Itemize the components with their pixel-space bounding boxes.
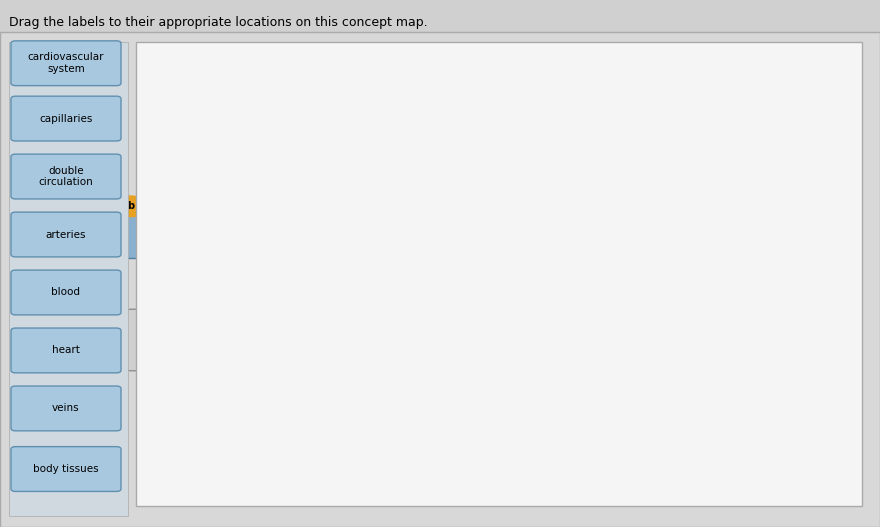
FancyBboxPatch shape — [732, 464, 797, 488]
Text: blood: blood — [52, 288, 80, 297]
Text: functions to: functions to — [172, 281, 235, 291]
Text: blood
vessels: blood vessels — [351, 223, 398, 245]
Text: Drag the labels to their appropriate locations on this concept map.: Drag the labels to their appropriate loc… — [9, 16, 428, 29]
Text: returns via: returns via — [493, 328, 549, 338]
FancyBboxPatch shape — [630, 259, 761, 313]
Text: a: a — [277, 117, 284, 127]
Text: c: c — [481, 201, 488, 211]
Text: Circulatory system: Circulatory system — [329, 63, 476, 77]
Text: ? help: ? help — [752, 472, 779, 481]
Text: to: to — [524, 246, 534, 256]
FancyBboxPatch shape — [354, 403, 468, 450]
Text: b: b — [127, 201, 134, 211]
Text: capillaries: capillaries — [40, 114, 92, 123]
Text: heart: heart — [52, 346, 80, 355]
Circle shape — [356, 280, 392, 301]
Text: exchanges gas and nutrients with: exchanges gas and nutrients with — [339, 370, 516, 380]
FancyBboxPatch shape — [468, 279, 582, 326]
FancyBboxPatch shape — [124, 309, 259, 370]
Text: four
chambers: four chambers — [665, 275, 727, 297]
FancyBboxPatch shape — [265, 45, 541, 101]
Circle shape — [238, 278, 275, 299]
Circle shape — [113, 196, 148, 217]
Text: transport
nutrients
and wastes: transport nutrients and wastes — [156, 324, 227, 357]
Text: double
circulation: double circulation — [39, 166, 93, 187]
FancyBboxPatch shape — [370, 296, 484, 343]
FancyBboxPatch shape — [276, 125, 391, 170]
Text: includes: includes — [353, 197, 396, 207]
Circle shape — [617, 367, 653, 388]
Text: cardiovascular
system: cardiovascular system — [28, 53, 104, 74]
Text: in your body
is called a: in your body is called a — [341, 92, 407, 114]
Circle shape — [466, 196, 502, 217]
Text: body tissues: body tissues — [33, 464, 99, 474]
FancyBboxPatch shape — [671, 464, 737, 488]
Circle shape — [454, 264, 490, 285]
Text: d: d — [253, 284, 260, 294]
Text: f: f — [470, 269, 474, 279]
Text: g: g — [355, 394, 362, 404]
Text: arteries: arteries — [46, 230, 86, 239]
FancyBboxPatch shape — [253, 293, 366, 340]
Text: h: h — [632, 373, 638, 383]
Text: veins: veins — [52, 404, 80, 413]
FancyBboxPatch shape — [126, 211, 240, 258]
FancyBboxPatch shape — [631, 382, 744, 429]
Text: ↺ reset: ↺ reset — [687, 472, 721, 481]
FancyBboxPatch shape — [480, 211, 594, 258]
Text: internal structure contains: internal structure contains — [574, 234, 713, 244]
Text: such as: such as — [334, 272, 374, 282]
Text: pumps blood
through: pumps blood through — [393, 254, 461, 276]
FancyBboxPatch shape — [311, 207, 438, 262]
Circle shape — [263, 112, 298, 132]
Text: enables
efficient: enables efficient — [666, 336, 709, 358]
Text: to: to — [357, 340, 368, 350]
Circle shape — [341, 388, 376, 409]
Text: e: e — [371, 286, 378, 296]
